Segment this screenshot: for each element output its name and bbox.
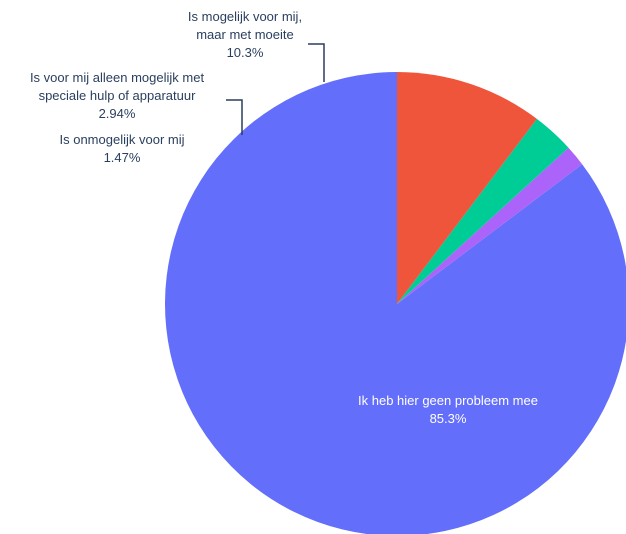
slice-label-line: Is voor mij alleen mogelijk met	[30, 70, 205, 85]
leader-line-4	[308, 43, 325, 82]
pie-slice-2	[397, 147, 583, 304]
slice-value: 10.3%	[227, 45, 264, 60]
slice-label-2: Is onmogelijk voor mij 1.47%	[60, 132, 185, 165]
pie-slice-1	[165, 72, 626, 534]
pie-slice-4	[397, 72, 537, 304]
slice-value: 1.47%	[104, 150, 141, 165]
slice-label-line: Is onmogelijk voor mij	[60, 132, 185, 147]
pie-labels: Ik heb hier geen probleem mee 85.3% Is onm…	[30, 9, 538, 426]
slice-label-4: Is mogelijk voor mij, maar met moeite 10.3…	[188, 9, 302, 60]
pie-slices	[165, 72, 626, 534]
slice-label-line: speciale hulp of apparatuur	[39, 88, 197, 103]
leader-line-3	[226, 99, 243, 135]
slice-value: 85.3%	[430, 411, 467, 426]
pie-slice-3	[397, 118, 569, 305]
slice-label-1: Ik heb hier geen probleem mee 85.3%	[358, 393, 538, 426]
slice-label-line: maar met moeite	[196, 27, 294, 42]
slice-label-line: Is mogelijk voor mij,	[188, 9, 302, 24]
slice-label-3: Is voor mij alleen mogelijk met speciale …	[30, 70, 205, 121]
slice-value: 2.94%	[99, 106, 136, 121]
slice-label-line: Ik heb hier geen probleem mee	[358, 393, 538, 408]
